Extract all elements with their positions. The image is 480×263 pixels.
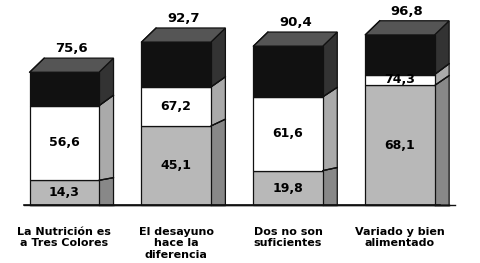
Polygon shape — [322, 32, 336, 97]
Polygon shape — [434, 64, 448, 85]
Polygon shape — [253, 46, 322, 97]
Text: Dos no son
suficientes: Dos no son suficientes — [253, 227, 322, 248]
Polygon shape — [322, 168, 336, 205]
Polygon shape — [210, 28, 225, 87]
Polygon shape — [99, 58, 113, 106]
Polygon shape — [99, 95, 113, 180]
Text: 92,7: 92,7 — [167, 12, 199, 25]
Polygon shape — [141, 28, 225, 42]
Text: 14,3: 14,3 — [49, 186, 80, 199]
Text: 75,6: 75,6 — [55, 43, 88, 55]
Polygon shape — [364, 21, 448, 35]
Polygon shape — [434, 75, 448, 205]
Polygon shape — [253, 97, 322, 171]
Text: 67,2: 67,2 — [160, 100, 191, 113]
Polygon shape — [364, 35, 434, 74]
Text: 19,8: 19,8 — [272, 181, 303, 195]
Polygon shape — [30, 180, 99, 205]
Text: 68,1: 68,1 — [384, 139, 414, 152]
Polygon shape — [253, 32, 336, 46]
Text: 45,1: 45,1 — [160, 159, 191, 172]
Polygon shape — [364, 74, 434, 85]
Polygon shape — [434, 21, 448, 74]
Polygon shape — [253, 171, 322, 205]
Polygon shape — [30, 58, 113, 72]
Text: 96,8: 96,8 — [390, 5, 423, 18]
Text: El desayuno
hace la
diferencia: El desayuno hace la diferencia — [138, 227, 213, 260]
Text: 61,6: 61,6 — [272, 127, 303, 140]
Polygon shape — [141, 126, 210, 205]
Polygon shape — [364, 85, 434, 205]
Polygon shape — [210, 77, 225, 126]
Polygon shape — [141, 87, 210, 126]
Polygon shape — [141, 42, 210, 87]
Text: 90,4: 90,4 — [278, 16, 311, 29]
Polygon shape — [322, 87, 336, 171]
Text: 74,3: 74,3 — [384, 73, 415, 87]
Polygon shape — [30, 72, 99, 106]
Text: Variado y bien
alimentado: Variado y bien alimentado — [354, 227, 444, 248]
Polygon shape — [99, 178, 113, 205]
Polygon shape — [210, 119, 225, 205]
Text: 56,6: 56,6 — [49, 136, 80, 149]
Text: La Nutrición es
a Tres Colores: La Nutrición es a Tres Colores — [17, 227, 111, 248]
Polygon shape — [30, 106, 99, 180]
